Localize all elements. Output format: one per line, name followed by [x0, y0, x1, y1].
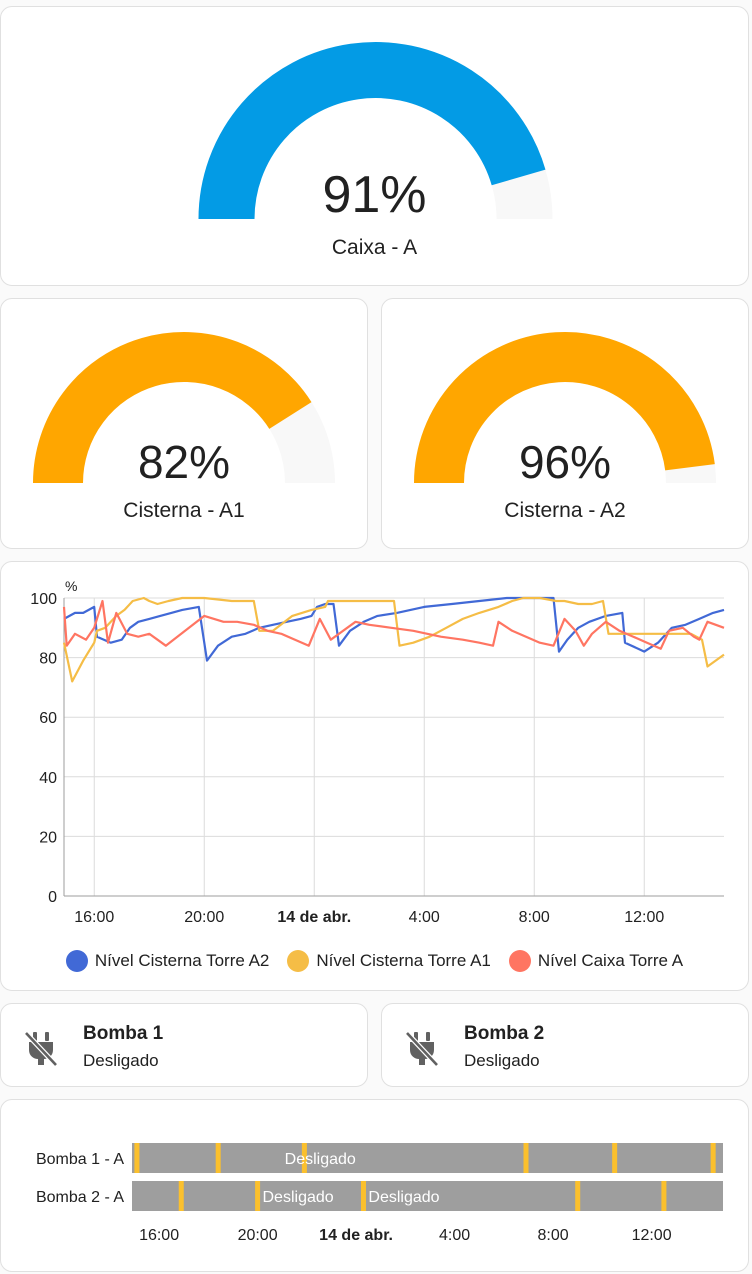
x-tick-label: 16:00: [74, 909, 114, 926]
entity-state: Desligado: [464, 1051, 540, 1070]
legend-swatch: [508, 950, 531, 972]
timeline-bar-on: [134, 1143, 140, 1173]
gauge-card-cisterna-a1[interactable]: 82% Cisterna - A1: [0, 298, 368, 549]
timeline-bar-on: [523, 1143, 529, 1173]
timeline-x-tick-label: 20:00: [238, 1227, 278, 1244]
series-line-caixa: [62, 599, 725, 650]
timeline-bar-on: [661, 1181, 667, 1211]
x-tick-label: 12:00: [624, 909, 664, 926]
timeline-bar-off: [132, 1181, 723, 1211]
entity-card-bomba-2[interactable]: Bomba 2 Desligado: [381, 1003, 749, 1087]
power-plug-off-icon: [24, 1031, 58, 1067]
timeline-bar-on: [255, 1181, 261, 1211]
y-tick-label: 60: [39, 710, 57, 727]
gauge-value: 82%: [137, 436, 231, 488]
timeline-bar-on: [301, 1143, 307, 1173]
x-tick-label: 14 de abr.: [277, 909, 351, 926]
state-timeline[interactable]: Bomba 1 - A Desligado Bomba 2 - A Desligado…: [1, 1100, 749, 1272]
legend-label: Nível Cisterna Torre A2: [94, 951, 270, 970]
timeline-row-label: Bomba 2 - A: [36, 1189, 124, 1206]
series-line-a1: [62, 596, 725, 683]
gauge-value-arc: [414, 332, 715, 484]
legend-item-caixa[interactable]: Nível Caixa Torre A: [508, 950, 684, 972]
legend-item-a1[interactable]: Nível Cisterna Torre A1: [287, 950, 491, 972]
timeline-bar-on: [215, 1143, 221, 1173]
gauge-value: 96%: [518, 436, 612, 488]
gauge-card-caixa[interactable]: 91% Caixa - A: [0, 6, 749, 286]
timeline-state-label: Desligado: [368, 1189, 439, 1206]
timeline-x-tick-label: 8:00: [538, 1227, 569, 1244]
timeline-bar-on: [710, 1143, 716, 1173]
history-line-chart[interactable]: 0 20 40 60 80 100 16:00 20:00 14 de abr. 4:00 8:00…: [1, 562, 749, 942]
timeline-x-tick-label: 12:00: [632, 1227, 672, 1244]
y-tick-label: 80: [39, 651, 57, 668]
y-tick-label: 20: [39, 829, 57, 846]
timeline-bar-off: [132, 1143, 723, 1173]
gauge-cisterna-a2: [414, 332, 716, 484]
timeline-x-tick-label: 14 de abr.: [319, 1227, 393, 1244]
timeline-card: Bomba 1 - A Desligado Bomba 2 - A Desligado…: [0, 1099, 749, 1272]
gauge-value-arc: [198, 42, 546, 220]
timeline-bar-on: [178, 1181, 184, 1211]
timeline-state-label: Desligado: [285, 1151, 356, 1168]
timeline-x-tick-label: 16:00: [139, 1227, 179, 1244]
timeline-state-label: Desligado: [263, 1189, 334, 1206]
legend-label: Nível Cisterna Torre A1: [316, 951, 491, 970]
history-chart-card: 0 20 40 60 80 100 16:00 20:00 14 de abr. 4:00 8:00…: [0, 561, 749, 991]
legend-swatch: [287, 950, 310, 972]
gauge-card-cisterna-a2[interactable]: 96% Cisterna - A2: [381, 298, 749, 549]
legend-item-a2[interactable]: Nível Cisterna Torre A2: [65, 950, 270, 972]
gauge-value-arc: [33, 332, 312, 484]
legend-label: Nível Caixa Torre A: [537, 951, 684, 970]
power-plug-off-icon: [405, 1031, 439, 1067]
timeline-bar-on: [612, 1143, 618, 1173]
timeline-bar-on: [575, 1181, 581, 1211]
gauge-value: 91%: [322, 166, 427, 224]
entity-card-bomba-1[interactable]: Bomba 1 Desligado: [0, 1003, 368, 1087]
y-tick-label: 100: [30, 591, 57, 608]
entity-state: Desligado: [83, 1051, 159, 1070]
x-tick-label: 4:00: [409, 909, 440, 926]
gauge-name: Caixa - A: [331, 236, 418, 259]
x-tick-label: 20:00: [184, 909, 224, 926]
gauge-name: Cisterna - A2: [504, 499, 626, 522]
chart-legend: Nível Cisterna Torre A2 Nível Cisterna T…: [1, 948, 748, 974]
gauge-name: Cisterna - A1: [123, 499, 245, 522]
x-tick-label: 8:00: [519, 909, 550, 926]
entity-name: Bomba 1: [83, 1023, 164, 1044]
timeline-x-tick-label: 4:00: [439, 1227, 470, 1244]
entity-name: Bomba 2: [464, 1023, 545, 1044]
gauge-caixa: [198, 42, 553, 220]
legend-swatch: [65, 950, 88, 972]
timeline-bar-on: [360, 1181, 366, 1211]
y-tick-label: 0: [48, 889, 57, 906]
y-axis-unit: %: [65, 578, 77, 594]
y-tick-label: 40: [39, 770, 57, 787]
timeline-row-label: Bomba 1 - A: [36, 1151, 124, 1168]
gauge-cisterna-a1: [33, 332, 335, 484]
series-line-a2: [63, 596, 725, 662]
